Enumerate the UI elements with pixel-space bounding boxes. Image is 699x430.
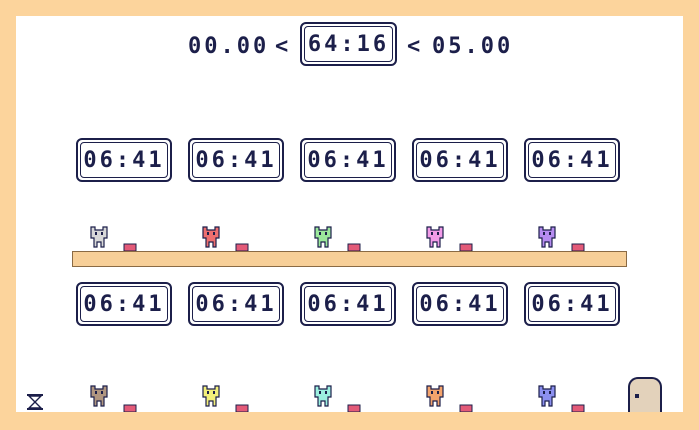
timer-bottom-3: 06:41 xyxy=(300,282,396,326)
yellow-cat-icon[interactable] xyxy=(202,385,220,407)
pressure-button-icon[interactable] xyxy=(347,404,361,412)
red-cat-icon[interactable] xyxy=(202,226,220,248)
timer-text: 06:41 xyxy=(419,291,501,317)
timer-bottom-5: 06:41 xyxy=(524,282,620,326)
timer-text: 06:41 xyxy=(419,147,501,173)
hourglass-icon xyxy=(27,394,43,410)
timer-top-1: 06:41 xyxy=(76,138,172,182)
door-knob xyxy=(635,394,639,398)
green-cat-icon[interactable] xyxy=(314,226,332,248)
wooden-shelf xyxy=(72,251,627,267)
timer-top-5: 06:41 xyxy=(524,138,620,182)
timer-text: 06:41 xyxy=(531,291,613,317)
timer-bottom-4: 06:41 xyxy=(412,282,508,326)
timer-top-4: 06:41 xyxy=(412,138,508,182)
timer-text: 06:41 xyxy=(195,147,277,173)
game-stage: 00.00 < 64:16 < 05.00 06:41 06:41 06:41 … xyxy=(16,16,683,412)
timer-top-2: 06:41 xyxy=(188,138,284,182)
cyan-cat-icon[interactable] xyxy=(314,385,332,407)
range-max-text: 05.00 xyxy=(432,34,514,59)
current-time-text: 64:16 xyxy=(307,31,390,57)
pressure-button-icon[interactable] xyxy=(459,243,473,251)
range-right-separator: < xyxy=(407,34,424,59)
current-time-frame xyxy=(304,26,393,62)
timer-top-3: 06:41 xyxy=(300,138,396,182)
exit-door-icon[interactable] xyxy=(628,377,662,412)
timer-text: 06:41 xyxy=(307,147,389,173)
pressure-button-icon[interactable] xyxy=(459,404,473,412)
pressure-button-icon[interactable] xyxy=(123,404,137,412)
pressure-button-icon[interactable] xyxy=(347,243,361,251)
timer-text: 06:41 xyxy=(307,291,389,317)
pressure-button-icon[interactable] xyxy=(123,243,137,251)
timer-text: 06:41 xyxy=(83,147,165,173)
timer-text: 06:41 xyxy=(531,147,613,173)
pressure-button-icon[interactable] xyxy=(571,243,585,251)
purple-cat-icon[interactable] xyxy=(538,226,556,248)
range-min-text: 00.00 xyxy=(188,34,270,59)
timer-bottom-2: 06:41 xyxy=(188,282,284,326)
timer-bottom-1: 06:41 xyxy=(76,282,172,326)
pressure-button-icon[interactable] xyxy=(571,404,585,412)
pressure-button-icon[interactable] xyxy=(235,404,249,412)
pink-cat-icon[interactable] xyxy=(426,226,444,248)
orange-cat-icon[interactable] xyxy=(426,385,444,407)
range-left-separator: < xyxy=(275,34,292,59)
gray-cat-icon[interactable] xyxy=(90,226,108,248)
current-time-display: 64:16 xyxy=(300,22,397,66)
blue-cat-icon[interactable] xyxy=(538,385,556,407)
timer-text: 06:41 xyxy=(195,291,277,317)
pressure-button-icon[interactable] xyxy=(235,243,249,251)
brown-cat-icon[interactable] xyxy=(90,385,108,407)
timer-text: 06:41 xyxy=(83,291,165,317)
